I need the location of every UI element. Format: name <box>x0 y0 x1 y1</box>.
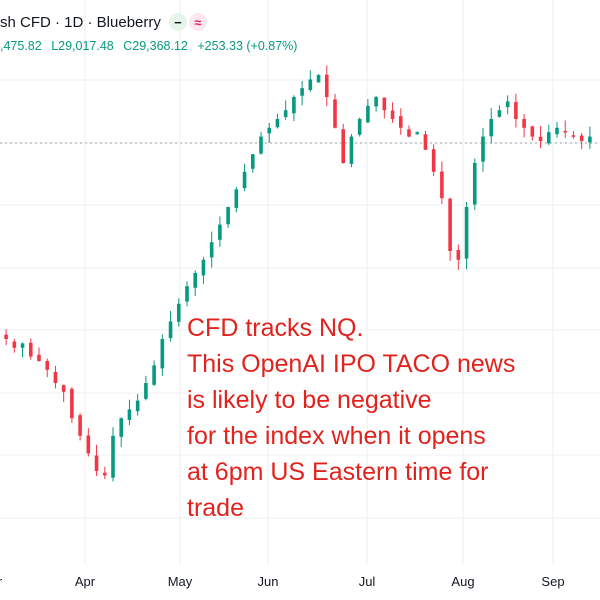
candle-body <box>152 365 156 385</box>
candle-body <box>168 321 173 339</box>
candle-body <box>440 171 444 199</box>
candle-body <box>37 354 41 361</box>
candle-body <box>324 74 329 97</box>
candle-body <box>4 334 8 339</box>
candle-body <box>234 189 239 208</box>
candle-body <box>546 132 551 144</box>
candle-body <box>127 409 132 420</box>
annotation-line: CFD tracks NQ. <box>187 314 364 342</box>
candle-body <box>111 435 115 478</box>
candle-body <box>292 97 296 114</box>
annotation-line: This OpenAI IPO TACO news <box>187 350 516 378</box>
ohlc-change: +253.33 (+0.87%) <box>197 39 298 53</box>
candle-body <box>431 149 436 172</box>
candle-body <box>538 136 543 141</box>
candle-body <box>259 136 263 154</box>
symbol-title[interactable]: sh CFD · 1D · Blueberry <box>0 13 161 31</box>
candle-body <box>267 127 272 134</box>
candle-body <box>53 372 58 383</box>
candle-body <box>374 97 378 107</box>
symbol-header[interactable]: sh CFD · 1D · Blueberry − ≈ <box>0 10 207 34</box>
candle-body <box>316 75 321 83</box>
candle-body <box>226 207 230 225</box>
annotation-line: at 6pm US Eastern time for <box>187 458 489 486</box>
candle-body <box>505 101 510 108</box>
annotation-text: CFD tracks NQ. This OpenAI IPO TACO news… <box>187 310 515 526</box>
candle-body <box>514 102 518 119</box>
candle-body <box>102 472 107 476</box>
candle-body <box>160 339 165 369</box>
candle-body <box>193 273 198 288</box>
candle-body <box>497 110 502 117</box>
candle-body <box>70 388 74 419</box>
candle-body <box>390 110 395 119</box>
candle-body <box>20 343 25 348</box>
candle-body <box>185 286 189 302</box>
candle-body <box>349 136 354 164</box>
x-label-may: May <box>167 574 193 589</box>
candle-body <box>423 134 428 150</box>
candle-body <box>489 119 494 137</box>
ohlc-low: L29,017.48 <box>51 39 114 53</box>
candle-body <box>283 110 288 118</box>
candle-body <box>555 127 559 135</box>
x-label-aug: Aug <box>451 574 475 589</box>
candle-body <box>209 242 214 258</box>
x-label-jun: Jun <box>257 574 279 589</box>
annotation-line: for the index when it opens <box>187 422 486 450</box>
candle-body <box>308 79 313 90</box>
candle-body <box>456 249 461 260</box>
candle-body <box>530 126 535 137</box>
candle-body <box>522 118 526 128</box>
candle-body <box>415 132 420 135</box>
candle-body <box>218 224 222 240</box>
candle-body <box>333 99 337 128</box>
candle-body <box>176 303 181 322</box>
candle-body <box>250 154 255 169</box>
candle-body <box>464 207 469 259</box>
candle-body <box>300 88 304 96</box>
candle-body <box>448 198 452 251</box>
candle-body <box>144 383 148 399</box>
candle-body <box>481 136 485 162</box>
candle-body <box>563 130 568 133</box>
candle-body <box>61 385 66 392</box>
x-label-jul: Jul <box>358 574 376 589</box>
chart-grid <box>0 0 600 565</box>
x-label-sep: Sep <box>541 574 565 589</box>
candle-body <box>579 135 584 141</box>
candle-body <box>12 341 17 348</box>
x-label-mar: r <box>0 574 2 589</box>
candle-body <box>45 361 50 370</box>
candle-body <box>86 435 91 454</box>
candle-body <box>119 418 124 437</box>
candle-body <box>357 119 362 135</box>
candle-body <box>78 415 82 436</box>
candle-body <box>407 129 411 137</box>
candle-body <box>242 171 247 189</box>
candle-body <box>398 116 403 128</box>
candle-body <box>28 342 33 357</box>
wave-icon[interactable]: ≈ <box>188 13 207 31</box>
ohlc-readout: ,475.82 L29,017.48 C29,368.12 +253.33 (+… <box>0 39 303 53</box>
candle-body <box>341 129 346 163</box>
annotation-line: is likely to be negative <box>187 386 432 414</box>
candlestick-series <box>4 65 592 482</box>
ohlc-close: C29,368.12 <box>123 39 188 53</box>
candle-body <box>135 400 140 412</box>
candle-body <box>382 97 387 111</box>
minus-icon[interactable]: − <box>168 13 187 31</box>
ohlc-high: ,475.82 <box>0 39 42 53</box>
x-label-apr: Apr <box>74 574 96 589</box>
candle-body <box>275 119 280 128</box>
candle-body <box>366 105 370 123</box>
candle-body <box>94 455 99 471</box>
annotation-line: trade <box>187 494 244 522</box>
candle-body <box>588 136 592 143</box>
candle-body <box>201 259 206 276</box>
candle-body <box>472 163 477 205</box>
candle-body <box>571 135 576 137</box>
